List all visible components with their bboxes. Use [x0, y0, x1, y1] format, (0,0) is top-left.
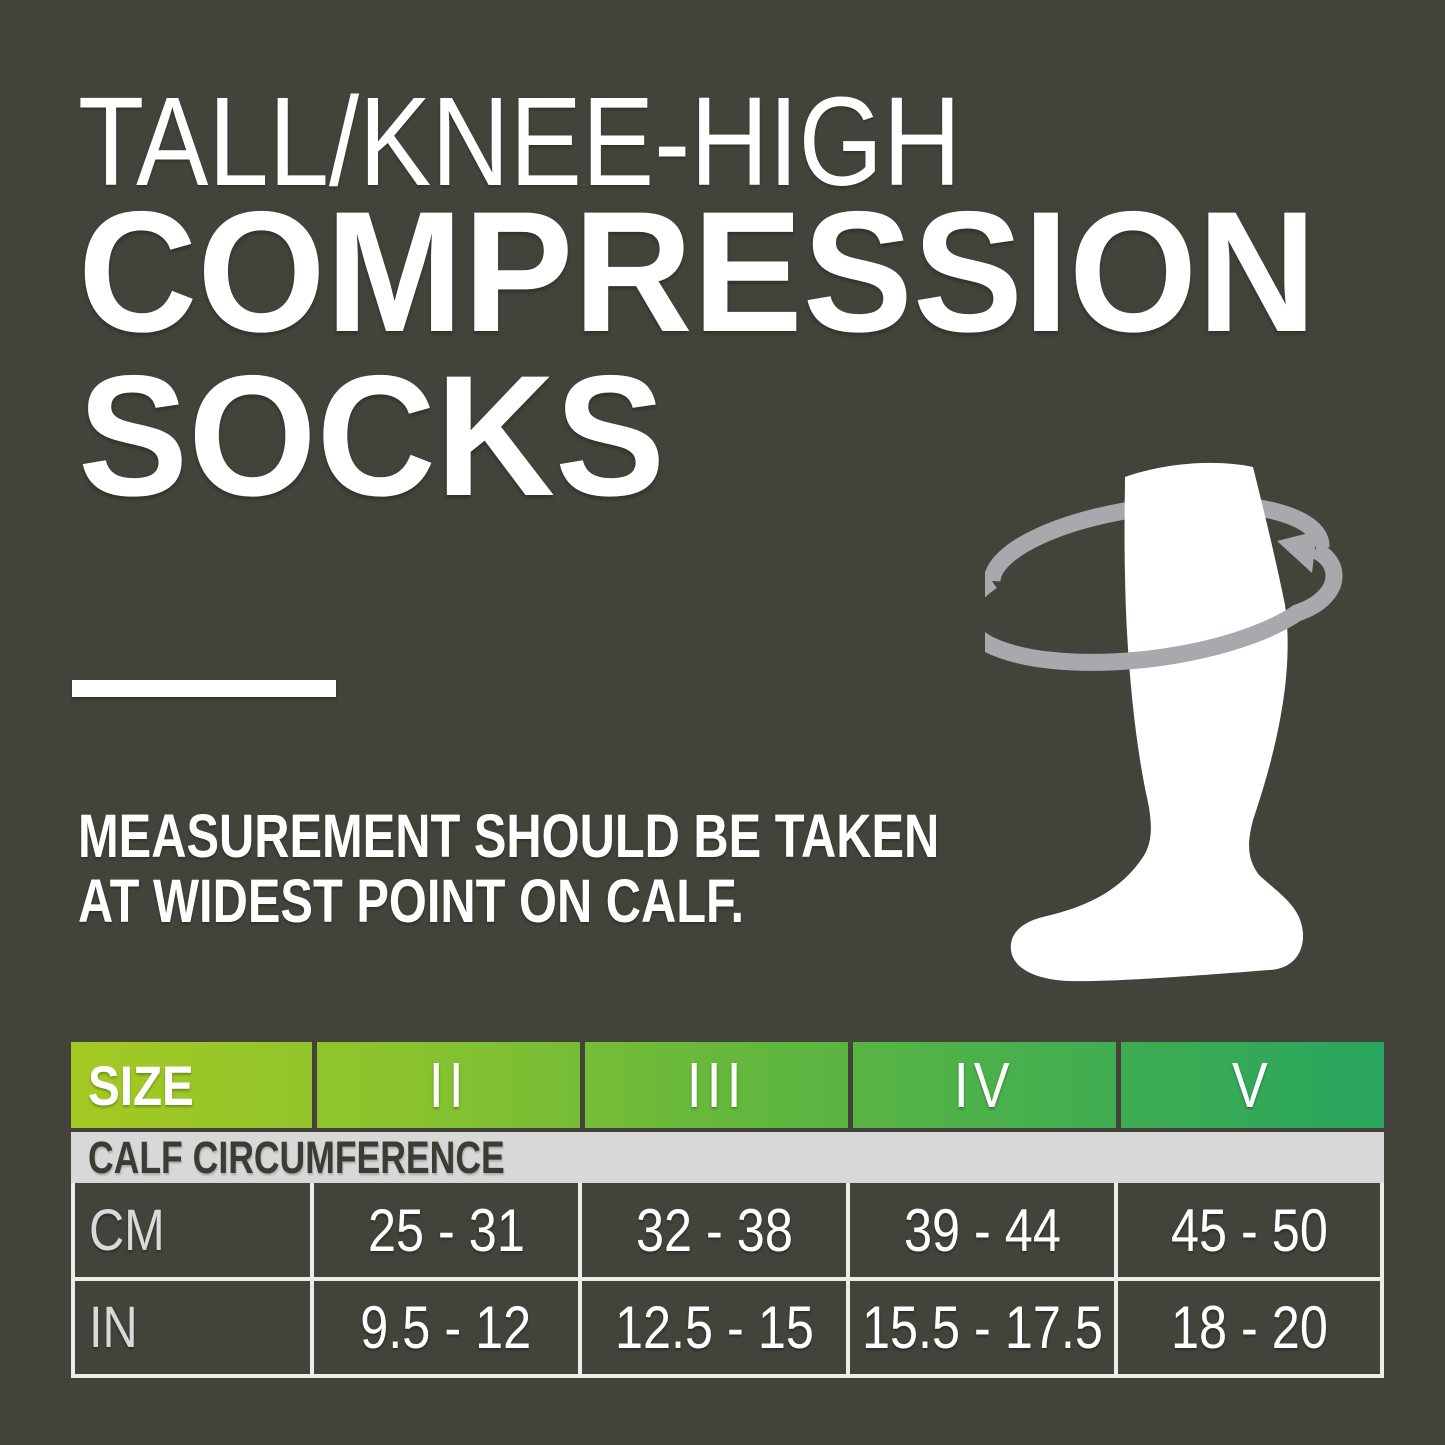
size-column-III: III	[580, 1042, 848, 1128]
size-header-cell: SIZE	[71, 1042, 312, 1128]
in-value-II: 9.5 - 12	[314, 1281, 578, 1374]
row-label-in: IN	[75, 1281, 310, 1374]
measurement-note-line2: AT WIDEST POINT ON CALF.	[78, 867, 744, 935]
cm-value-II: 25 - 31	[314, 1183, 578, 1277]
section-band-label: CALF CIRCUMFERENCE	[88, 1131, 505, 1183]
cm-value-III: 32 - 38	[582, 1183, 846, 1277]
size-column-V: V	[1116, 1042, 1384, 1128]
in-value-V: 18 - 20	[1118, 1281, 1380, 1374]
section-band: CALF CIRCUMFERENCE	[71, 1132, 1384, 1183]
size-column-IV: IV	[848, 1042, 1116, 1128]
size-table: SIZE II III IV V CALF CIRCUMFERENCE CM	[71, 1042, 1384, 1378]
page-title: COMPRESSION SOCKS	[78, 176, 1317, 532]
measurement-note-line1: MEASUREMENT SHOULD BE TAKEN	[78, 802, 940, 870]
title-kicker: TALL/KNEE-HIGH	[78, 71, 962, 212]
row-label-cm: CM	[75, 1183, 310, 1277]
size-header-label: SIZE	[88, 1053, 194, 1117]
size-column-II-label: II	[428, 1049, 469, 1121]
in-value-III: 12.5 - 15	[582, 1281, 846, 1374]
accent-dash	[72, 680, 336, 697]
page-title-line2: SOCKS	[78, 340, 666, 532]
size-column-II: II	[312, 1042, 580, 1128]
cm-value-V: 45 - 50	[1118, 1183, 1380, 1277]
size-table-header-row: SIZE II III IV V	[71, 1042, 1384, 1128]
size-column-IV-label: IV	[954, 1049, 1015, 1121]
measurement-note: MEASUREMENT SHOULD BE TAKEN AT WIDEST PO…	[78, 804, 939, 934]
size-column-III-label: III	[686, 1049, 747, 1121]
sock-measurement-illustration	[985, 462, 1343, 982]
cm-value-IV: 39 - 44	[850, 1183, 1114, 1277]
page-title-line1: COMPRESSION	[78, 176, 1317, 368]
sock-silhouette-icon	[1010, 462, 1304, 982]
in-value-IV: 15.5 - 17.5	[850, 1281, 1114, 1374]
measurement-ring-front	[985, 542, 1343, 671]
size-table-body: CM 25 - 31 32 - 38 39 - 44 45 - 50 IN 9.…	[71, 1183, 1384, 1378]
measurement-arrowhead-icon	[1277, 531, 1317, 573]
size-column-V-label: V	[1232, 1049, 1273, 1121]
